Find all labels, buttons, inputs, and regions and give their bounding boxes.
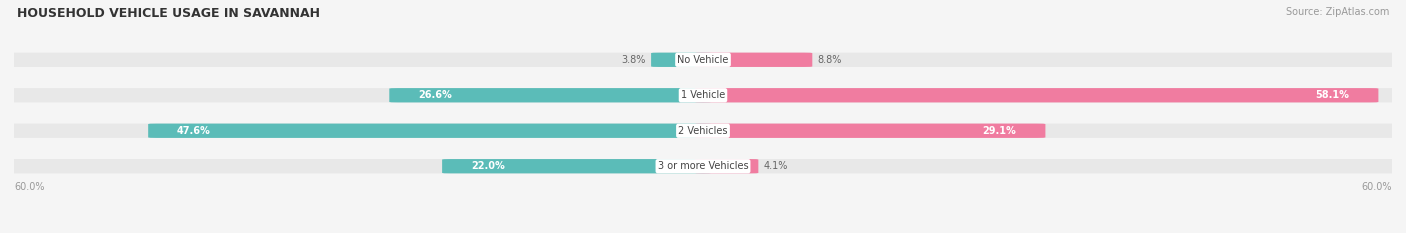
FancyBboxPatch shape <box>6 88 1400 103</box>
FancyBboxPatch shape <box>6 159 1400 173</box>
Text: 58.1%: 58.1% <box>1316 90 1350 100</box>
FancyBboxPatch shape <box>441 159 711 173</box>
Text: 60.0%: 60.0% <box>1361 182 1392 192</box>
FancyBboxPatch shape <box>695 88 1378 103</box>
Text: 22.0%: 22.0% <box>471 161 505 171</box>
Text: 29.1%: 29.1% <box>983 126 1017 136</box>
FancyBboxPatch shape <box>6 53 1400 67</box>
Text: 47.6%: 47.6% <box>177 126 211 136</box>
Text: No Vehicle: No Vehicle <box>678 55 728 65</box>
Text: 4.1%: 4.1% <box>763 161 789 171</box>
FancyBboxPatch shape <box>148 123 711 138</box>
Text: 8.8%: 8.8% <box>818 55 842 65</box>
Text: 60.0%: 60.0% <box>14 182 45 192</box>
FancyBboxPatch shape <box>695 159 758 173</box>
FancyBboxPatch shape <box>651 53 711 67</box>
Text: 3 or more Vehicles: 3 or more Vehicles <box>658 161 748 171</box>
Text: HOUSEHOLD VEHICLE USAGE IN SAVANNAH: HOUSEHOLD VEHICLE USAGE IN SAVANNAH <box>17 7 321 20</box>
Text: 2 Vehicles: 2 Vehicles <box>678 126 728 136</box>
Text: 1 Vehicle: 1 Vehicle <box>681 90 725 100</box>
FancyBboxPatch shape <box>695 123 1046 138</box>
Text: Source: ZipAtlas.com: Source: ZipAtlas.com <box>1285 7 1389 17</box>
Text: 26.6%: 26.6% <box>418 90 451 100</box>
FancyBboxPatch shape <box>389 88 711 103</box>
FancyBboxPatch shape <box>695 53 813 67</box>
Text: 3.8%: 3.8% <box>621 55 645 65</box>
FancyBboxPatch shape <box>6 123 1400 138</box>
